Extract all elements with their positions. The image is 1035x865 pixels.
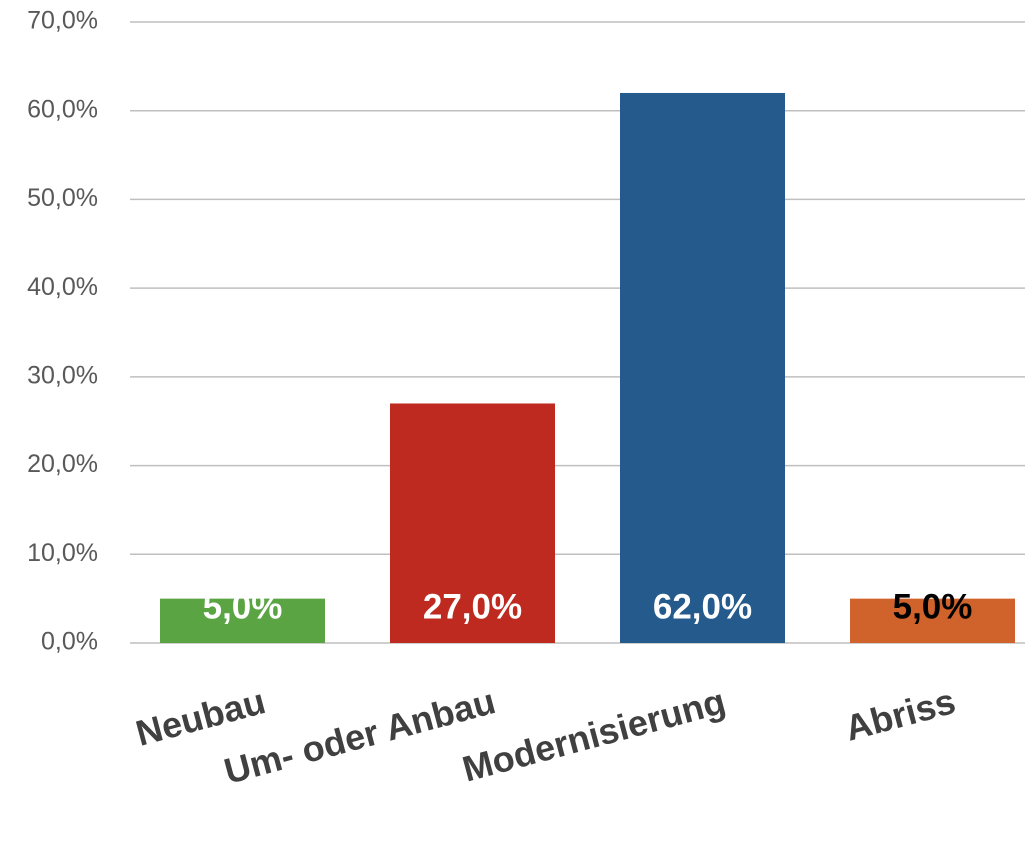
value-label: 62,0% — [653, 587, 752, 626]
y-tick-label: 10,0% — [27, 539, 98, 567]
bar — [850, 598, 1015, 643]
bar — [390, 403, 555, 643]
value-label: 5,0% — [203, 587, 283, 626]
y-tick-label: 50,0% — [27, 184, 98, 212]
x-tick-label: Neubau — [131, 680, 269, 754]
y-tick-label: 0,0% — [41, 628, 98, 656]
y-tick-label: 60,0% — [27, 95, 98, 123]
y-tick-label: 30,0% — [27, 361, 98, 389]
y-tick-label: 20,0% — [27, 450, 98, 478]
bar — [160, 598, 325, 643]
y-tick-label: 70,0% — [27, 7, 98, 35]
bar — [620, 92, 785, 643]
value-label: 5,0% — [893, 587, 973, 626]
y-tick-label: 40,0% — [27, 273, 98, 301]
x-tick-label: Abriss — [841, 680, 960, 749]
x-tick-label: Modernisierung — [458, 680, 729, 789]
value-label: 27,0% — [423, 587, 522, 626]
